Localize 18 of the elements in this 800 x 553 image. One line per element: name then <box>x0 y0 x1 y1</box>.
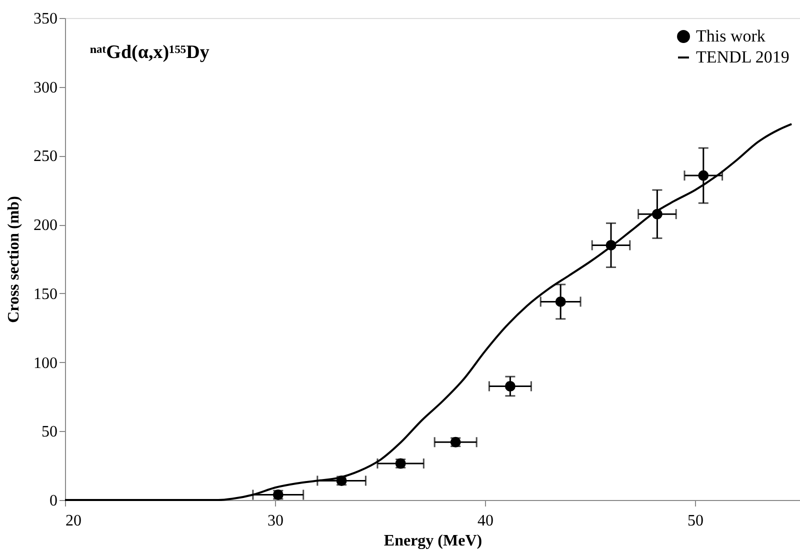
x-tick-label: 50 <box>688 512 704 530</box>
y-tick-label: 250 <box>34 148 58 166</box>
legend-label: This work <box>696 26 766 46</box>
y-tick-label: 100 <box>34 354 58 372</box>
y-axis-title: Cross section (mb) <box>6 196 22 323</box>
x-axis-title: Energy (MeV) <box>384 532 482 550</box>
legend-label: TENDL 2019 <box>696 48 790 66</box>
y-tick-label: 150 <box>34 286 58 303</box>
y-tick-label: 0 <box>50 492 58 510</box>
y-tick-label: 350 <box>34 10 58 28</box>
x-tick-label: 40 <box>478 512 494 530</box>
x-tick-label: 30 <box>268 512 284 530</box>
y-tick-label: 300 <box>34 79 58 96</box>
y-tick-label: 200 <box>34 217 58 234</box>
y-tick-label: 50 <box>42 424 58 441</box>
annotation: ⁿᵃᵗGd(α,x)¹⁵⁵Dy <box>90 42 210 63</box>
line-series <box>64 123 793 501</box>
x-tick-label: 20 <box>66 512 82 530</box>
